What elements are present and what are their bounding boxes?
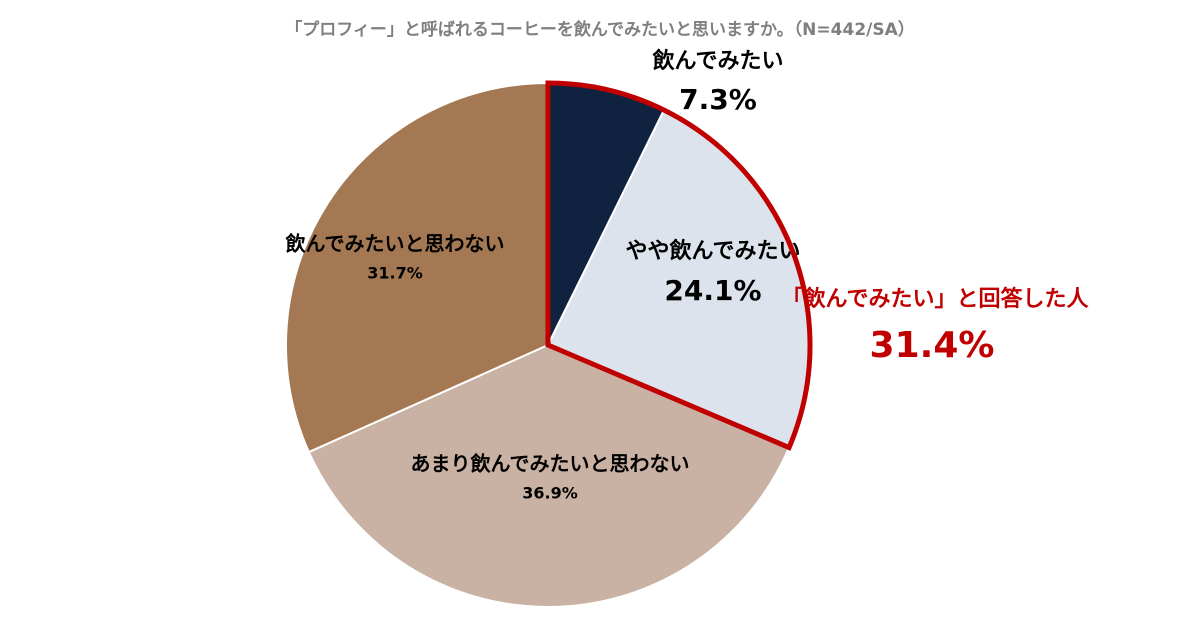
- highlight-outline: [545, 80, 813, 451]
- value-label: 24.1%: [664, 274, 761, 307]
- slice-label: やや飲んでみたい: [626, 238, 801, 264]
- slice-label: 飲んでみたいと思わない: [285, 232, 505, 256]
- pie: [285, 80, 813, 608]
- labels: 飲んでみたい 7.3% やや飲んでみたい 24.1% あまり飲んでみたいと思わない 36.…: [285, 48, 1089, 503]
- annotation-value: 31.4%: [870, 325, 995, 366]
- slice-label: 飲んでみたい: [652, 48, 784, 74]
- annotation-text: 「飲んでみたい」と回答した人: [782, 286, 1089, 312]
- slice-label: あまり飲んでみたいと思わない: [411, 452, 690, 476]
- slice: [307, 343, 791, 608]
- chart-title: 「プロフィー」と呼ばれるコーヒーを飲んでみたいと思いますか。（N=442/SA）: [285, 19, 915, 40]
- value-label: 7.3%: [679, 83, 757, 116]
- value-label: 36.9%: [522, 484, 578, 503]
- slice: [285, 81, 549, 454]
- value-label: 31.7%: [367, 264, 423, 283]
